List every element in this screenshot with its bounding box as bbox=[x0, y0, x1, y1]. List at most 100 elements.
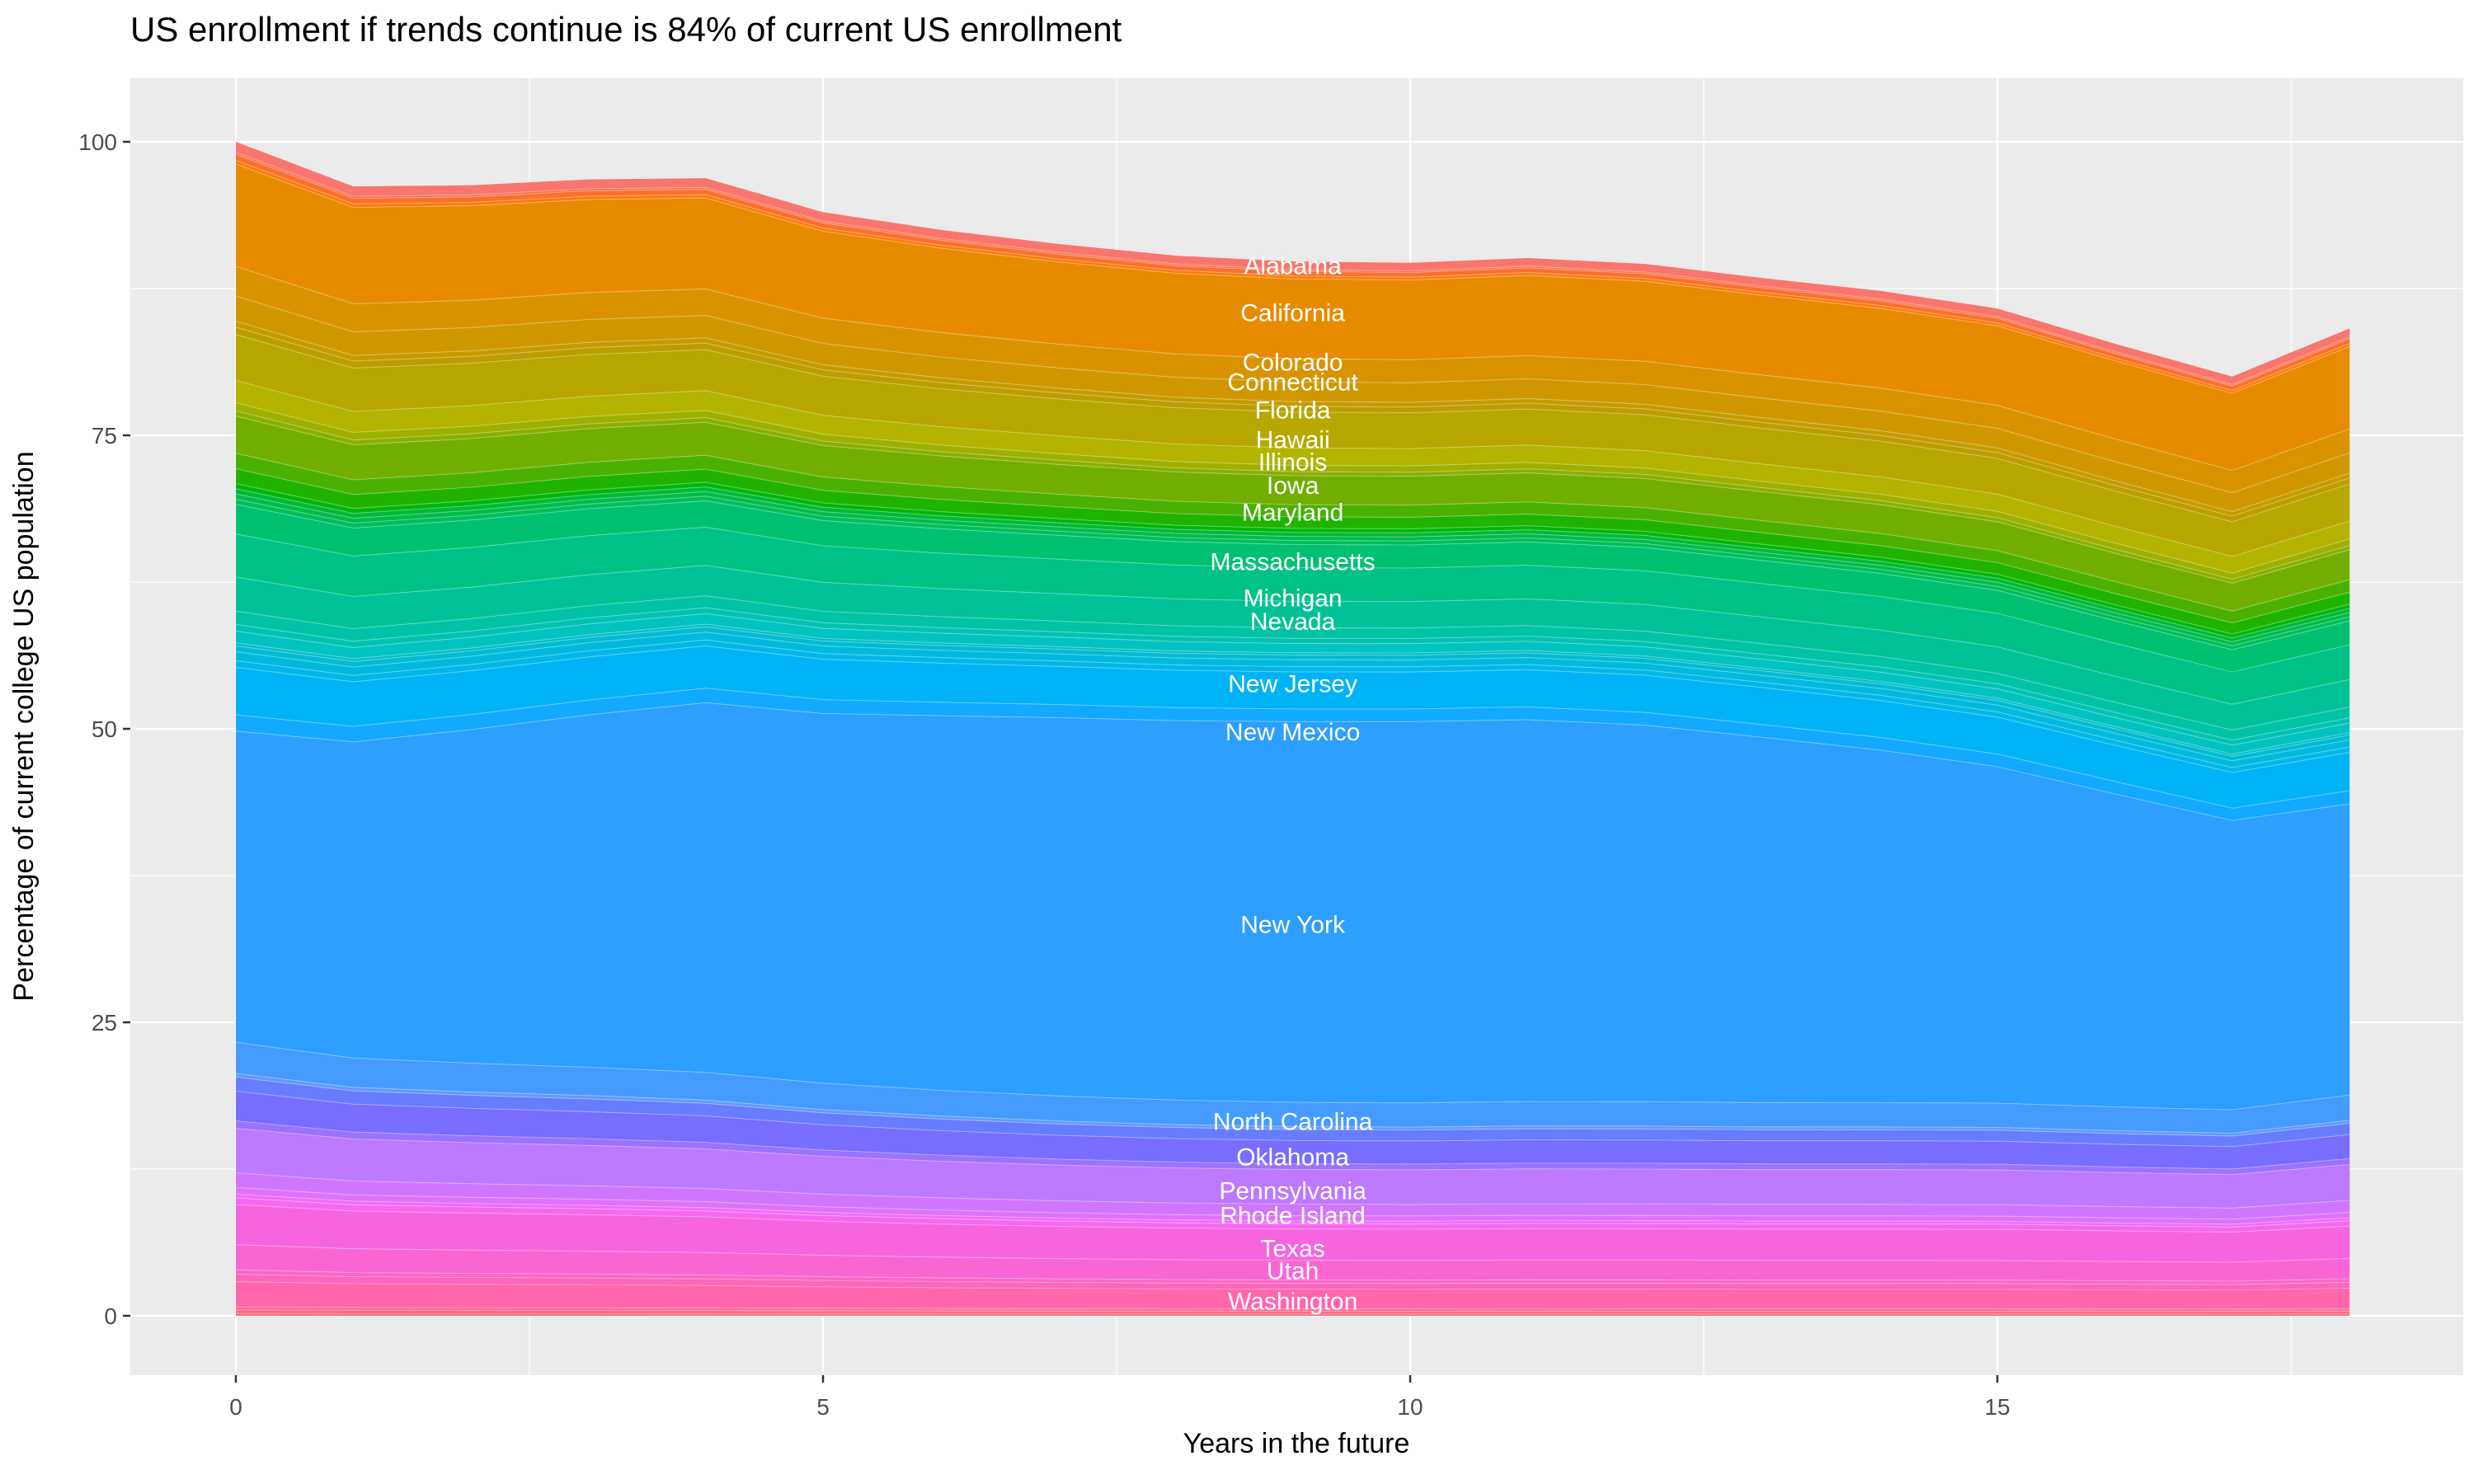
y-tick-label-50: 50 bbox=[92, 716, 117, 742]
area-missouri bbox=[236, 613, 2350, 754]
band-boundary-kansas bbox=[235, 481, 2350, 635]
band-boundary-new-mexico bbox=[235, 688, 2350, 809]
band-boundary-michigan bbox=[235, 565, 2350, 705]
band-boundary-montana bbox=[235, 623, 2350, 755]
band-boundary-colorado bbox=[235, 265, 2350, 472]
band-label-illinois: Illinois bbox=[1258, 448, 1327, 476]
x-tick-label-15: 15 bbox=[1984, 1394, 2010, 1420]
band-boundary-district-of-columbia bbox=[235, 326, 2350, 517]
band-boundary-south-carolina bbox=[235, 1186, 2350, 1220]
area-arkansas bbox=[236, 160, 2350, 394]
band-boundary-alaska bbox=[235, 152, 2350, 385]
area-vermont bbox=[236, 1270, 2350, 1285]
band-label-texas: Texas bbox=[1260, 1235, 1324, 1262]
x-axis-title: Years in the future bbox=[1183, 1428, 1410, 1459]
band-boundary-new-jersey bbox=[235, 645, 2350, 773]
area-nebraska bbox=[236, 627, 2350, 761]
band-boundary-pennsylvania bbox=[235, 1127, 2350, 1176]
area-tennessee bbox=[236, 1198, 2350, 1233]
band-label-pennsylvania: Pennsylvania bbox=[1219, 1178, 1366, 1205]
band-boundary-iowa bbox=[235, 467, 2350, 624]
area-massachusetts bbox=[236, 527, 2350, 705]
area-south-dakota bbox=[236, 1194, 2350, 1228]
area-texas bbox=[236, 1205, 2350, 1262]
band-boundary-washington bbox=[235, 1281, 2350, 1291]
band-label-new-york: New York bbox=[1240, 911, 1346, 938]
band-label-massachusetts: Massachusetts bbox=[1211, 548, 1376, 575]
y-axis-title: Percentage of current college US populat… bbox=[8, 451, 40, 1001]
area-oklahoma bbox=[236, 1091, 2350, 1169]
band-boundary-kentucky bbox=[235, 486, 2350, 639]
band-boundary-virginia bbox=[235, 1274, 2350, 1285]
band-boundary-minnesota bbox=[235, 595, 2350, 731]
area-pennsylvania bbox=[236, 1128, 2350, 1209]
band-label-connecticut: Connecticut bbox=[1227, 369, 1358, 397]
band-boundary-mississippi bbox=[235, 607, 2350, 741]
band-boundary-illinois bbox=[235, 416, 2350, 584]
area-north-carolina bbox=[236, 1042, 2350, 1134]
band-boundary-wyoming bbox=[235, 1313, 2350, 1315]
y-tick-label-25: 25 bbox=[92, 1010, 117, 1036]
area-connecticut bbox=[236, 296, 2350, 512]
band-label-new-jersey: New Jersey bbox=[1228, 671, 1357, 698]
band-boundary-arizona bbox=[235, 153, 2350, 387]
band-boundary-louisiana bbox=[235, 491, 2350, 643]
area-mississippi bbox=[236, 608, 2350, 745]
band-boundary-arkansas bbox=[235, 159, 2350, 392]
area-colorado bbox=[236, 266, 2350, 493]
area-wyoming bbox=[236, 1313, 2350, 1316]
band-label-washington: Washington bbox=[1228, 1289, 1357, 1316]
area-illinois bbox=[236, 416, 2350, 612]
area-nevada bbox=[236, 632, 2350, 768]
area-california bbox=[236, 164, 2350, 471]
band-boundary-california bbox=[235, 163, 2350, 394]
y-tick-label-0: 0 bbox=[104, 1303, 117, 1329]
band-boundary-north-carolina bbox=[235, 1041, 2350, 1111]
band-boundary-rhode-island bbox=[235, 1172, 2350, 1209]
band-boundary-nevada bbox=[235, 632, 2350, 762]
band-boundary-ohio bbox=[235, 1076, 2350, 1137]
band-boundary-massachusetts bbox=[235, 526, 2350, 673]
chart-title: US enrollment if trends continue is 84% … bbox=[130, 10, 1122, 49]
band-separators bbox=[235, 152, 2350, 1315]
area-ohio bbox=[236, 1077, 2350, 1147]
area-new-mexico bbox=[236, 688, 2350, 821]
band-boundary-nebraska bbox=[235, 626, 2350, 757]
band-boundary-missouri bbox=[235, 613, 2350, 746]
area-new-jersey bbox=[236, 646, 2350, 809]
area-montana bbox=[236, 624, 2350, 757]
x-tick-label-0: 0 bbox=[229, 1394, 242, 1420]
area-new-york bbox=[236, 702, 2350, 1111]
band-boundary-georgia bbox=[235, 379, 2350, 557]
band-boundary-north-dakota bbox=[235, 1073, 2350, 1134]
area-rhode-island bbox=[236, 1172, 2350, 1219]
band-label-florida: Florida bbox=[1255, 397, 1331, 425]
band-boundary-new-york bbox=[235, 702, 2350, 821]
band-boundary-south-dakota bbox=[235, 1193, 2350, 1225]
area-arizona bbox=[236, 154, 2350, 391]
band-boundary-tennessee bbox=[235, 1197, 2350, 1228]
area-oregon bbox=[236, 1120, 2350, 1175]
area-michigan bbox=[236, 565, 2350, 730]
y-tick-label-75: 75 bbox=[92, 423, 117, 448]
band-label-oklahoma: Oklahoma bbox=[1236, 1144, 1349, 1171]
band-label-california: California bbox=[1240, 300, 1345, 327]
band-boundary-delaware bbox=[235, 321, 2350, 513]
area-wisconsin bbox=[236, 1309, 2350, 1314]
area-utah bbox=[236, 1244, 2350, 1281]
area-alabama bbox=[236, 142, 2350, 385]
x-tick-label-10: 10 bbox=[1397, 1394, 1423, 1420]
band-boundary-idaho bbox=[235, 410, 2350, 580]
band-boundary-utah bbox=[235, 1244, 2350, 1263]
band-boundary-oregon bbox=[235, 1120, 2350, 1170]
area-south-carolina bbox=[236, 1187, 2350, 1224]
axis-tick-marks bbox=[123, 140, 1999, 1383]
band-boundary-maryland bbox=[235, 500, 2350, 650]
area-virginia bbox=[236, 1274, 2350, 1290]
band-boundary-indiana bbox=[235, 453, 2350, 612]
area-west-virginia bbox=[236, 1307, 2350, 1312]
band-labels: Alabama California ColoradoConnecticutFlor… bbox=[1211, 253, 1376, 1316]
axis-tick-labels: 0 25 50 75 100 0 5 10 15 bbox=[78, 129, 2010, 1420]
band-label-colorado: Colorado bbox=[1243, 349, 1343, 376]
